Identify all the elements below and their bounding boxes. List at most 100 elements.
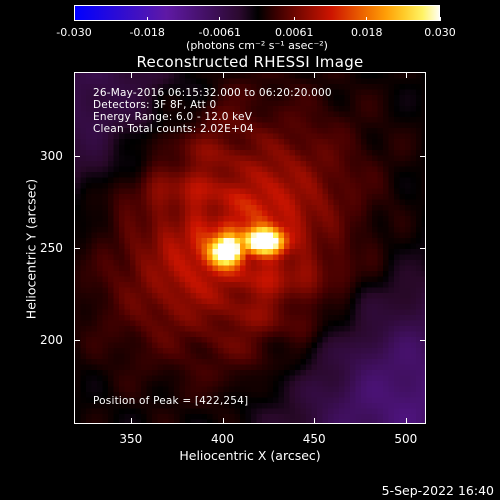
map-pixel [113, 386, 120, 393]
map-pixel [399, 128, 406, 134]
map-pixel [344, 265, 351, 272]
map-pixel [113, 133, 120, 140]
map-pixel [366, 276, 373, 283]
map-pixel [223, 304, 230, 310]
map-pixel [421, 161, 425, 167]
map-pixel [130, 78, 136, 85]
map-pixel [146, 177, 153, 184]
map-pixel [405, 392, 411, 398]
map-pixel [135, 216, 142, 222]
map-pixel [113, 161, 120, 167]
map-pixel [394, 128, 400, 134]
map-pixel [201, 397, 208, 404]
map-pixel [207, 293, 213, 299]
map-pixel [124, 150, 131, 156]
map-pixel [339, 353, 345, 360]
map-pixel [278, 403, 285, 409]
map-pixel [201, 238, 208, 244]
map-pixel [207, 117, 213, 123]
map-pixel [179, 199, 186, 206]
map-pixel [372, 342, 378, 349]
x-tick-mark [222, 418, 224, 424]
map-pixel [311, 155, 318, 162]
map-pixel [383, 188, 389, 195]
map-pixel [190, 348, 197, 354]
map-pixel [262, 249, 268, 255]
map-pixel [366, 183, 373, 189]
map-pixel [212, 304, 219, 310]
map-pixel [108, 172, 114, 178]
map-pixel [388, 282, 395, 288]
map-pixel [108, 183, 114, 189]
map-pixel [267, 331, 274, 338]
map-pixel [201, 95, 208, 101]
map-pixel [300, 221, 307, 228]
map-pixel [339, 364, 345, 371]
map-pixel [157, 183, 164, 189]
map-pixel [289, 227, 296, 233]
map-pixel [124, 188, 131, 195]
map-pixel [201, 216, 208, 222]
map-pixel [97, 337, 103, 343]
map-pixel [190, 111, 197, 118]
map-pixel [328, 271, 334, 277]
map-pixel [152, 78, 158, 85]
map-pixel [108, 194, 114, 200]
map-pixel [152, 210, 158, 217]
map-pixel [212, 359, 219, 365]
map-pixel [322, 188, 329, 195]
map-pixel [130, 106, 136, 112]
map-pixel [372, 150, 378, 156]
map-pixel [124, 155, 131, 162]
map-pixel [311, 188, 318, 195]
map-pixel [234, 210, 241, 217]
map-pixel [212, 194, 219, 200]
map-pixel [350, 375, 356, 382]
map-pixel [174, 150, 180, 156]
map-pixel [317, 320, 323, 327]
map-pixel [75, 166, 81, 173]
map-pixel [344, 106, 351, 112]
map-pixel [135, 397, 142, 404]
map-pixel [372, 199, 378, 206]
map-pixel [86, 309, 92, 316]
map-pixel [262, 260, 268, 266]
map-pixel [207, 194, 213, 200]
map-pixel [289, 348, 296, 354]
map-pixel [262, 381, 268, 387]
map-pixel [256, 161, 263, 167]
map-pixel [91, 243, 98, 250]
map-pixel [284, 106, 290, 112]
map-pixel [135, 249, 142, 255]
map-pixel [86, 342, 92, 349]
map-pixel [278, 370, 285, 376]
map-pixel [130, 172, 136, 178]
map-pixel [344, 210, 351, 217]
map-pixel [190, 122, 197, 129]
map-pixel [146, 364, 153, 371]
map-pixel [284, 232, 290, 239]
map-pixel [179, 348, 186, 354]
map-pixel [372, 315, 378, 321]
map-pixel [344, 232, 351, 239]
map-pixel [289, 397, 296, 404]
map-pixel [245, 353, 252, 360]
map-pixel [328, 408, 334, 415]
map-pixel [245, 397, 252, 404]
map-pixel [300, 232, 307, 239]
x-tick-mark [405, 72, 407, 78]
map-pixel [113, 144, 120, 151]
map-pixel [185, 166, 191, 173]
map-pixel [130, 375, 136, 382]
map-pixel [388, 408, 395, 415]
map-pixel [361, 337, 367, 343]
map-pixel [394, 320, 400, 327]
map-pixel [113, 166, 120, 173]
map-pixel [300, 128, 307, 134]
map-pixel [262, 331, 268, 338]
map-pixel [421, 183, 425, 189]
map-pixel [256, 309, 263, 316]
map-pixel [289, 265, 296, 272]
map-pixel [212, 320, 219, 327]
map-pixel [377, 408, 384, 415]
